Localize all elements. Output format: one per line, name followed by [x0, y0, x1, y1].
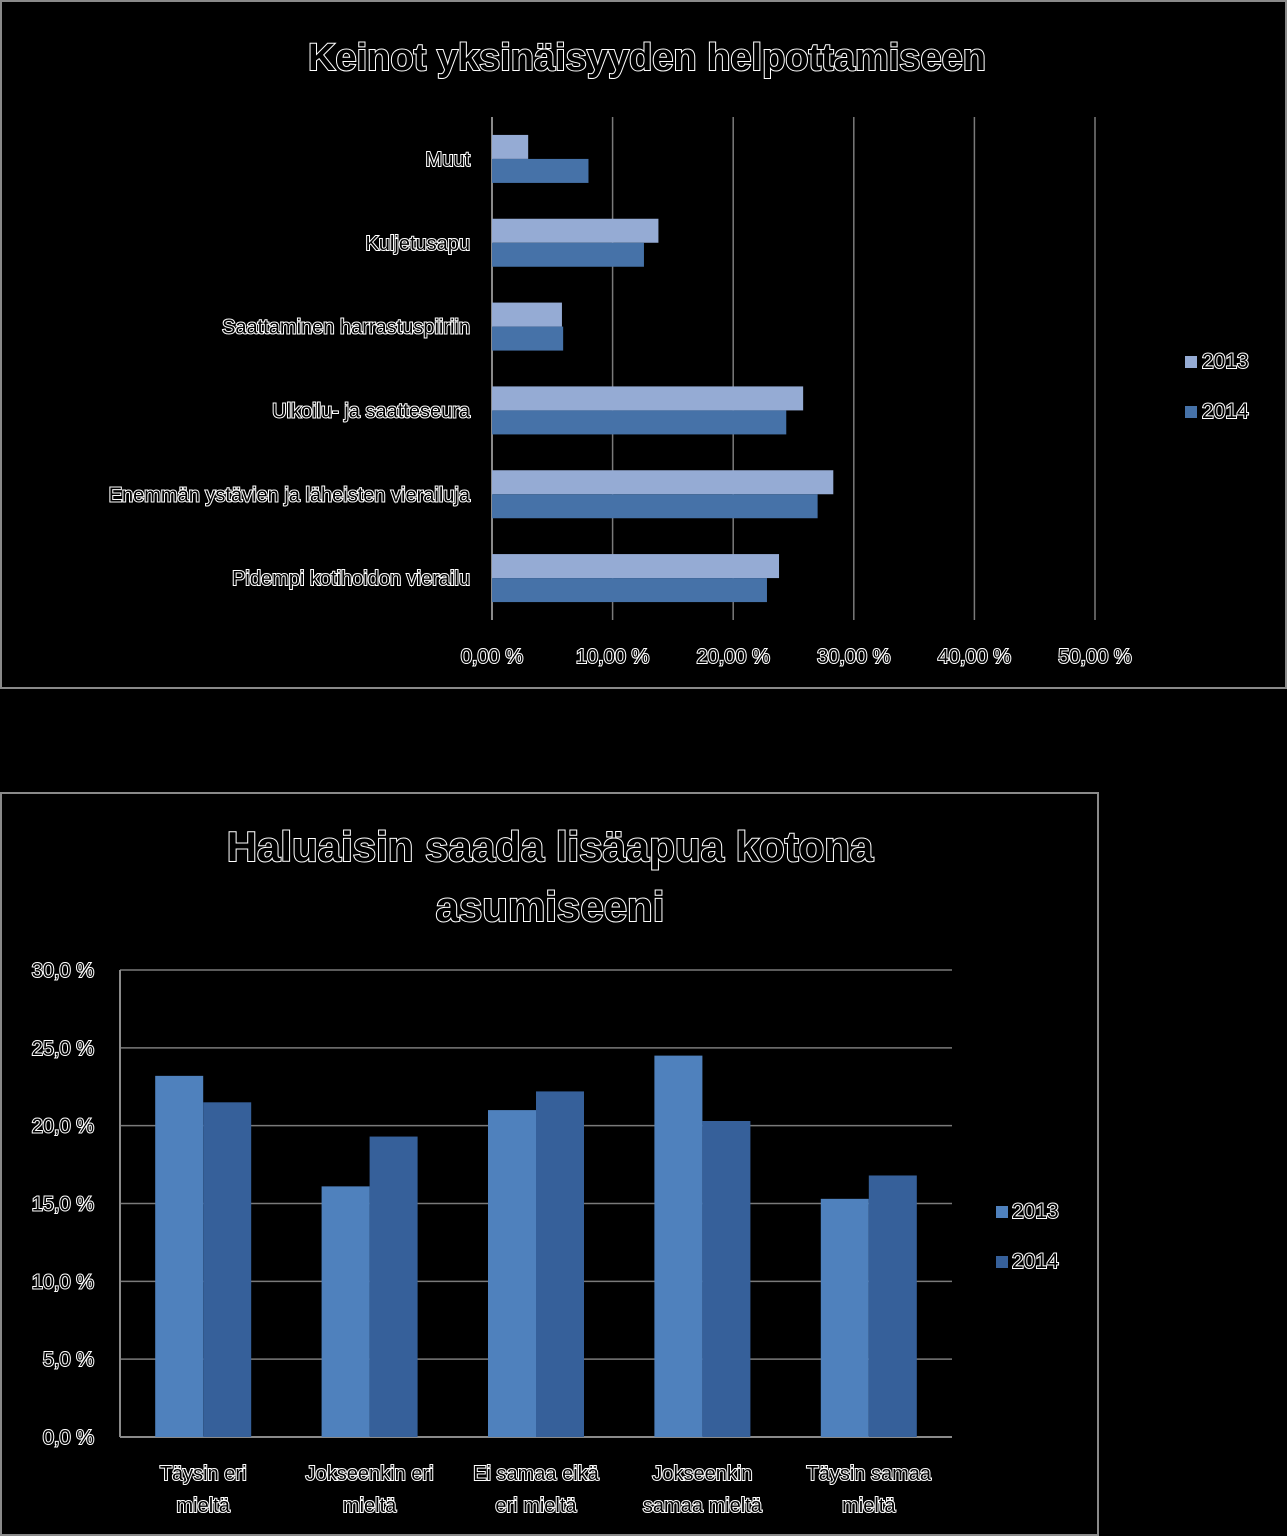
bar-2014	[369, 1136, 418, 1437]
category-label: mieltä	[177, 1495, 231, 1517]
y-tick-label: 10,0 %	[32, 1271, 94, 1293]
category-label: Jokseenkin eri	[306, 1463, 434, 1485]
chart-title-line: Haluaisin saada lisäapua kotona	[227, 823, 874, 870]
category-label: Täysin samaa	[807, 1463, 932, 1485]
bar-2014	[492, 494, 818, 519]
bar-2014	[203, 1102, 252, 1437]
category-label: Pidempi kotihoidon vierailu	[232, 568, 470, 590]
bar-2013	[492, 218, 659, 243]
bar-2013	[492, 386, 804, 411]
y-tick-label: 20,0 %	[32, 1116, 94, 1138]
bar-2014	[492, 158, 589, 183]
bar-2013	[492, 554, 780, 579]
category-label: Kuljetusapu	[365, 233, 470, 255]
category-label: Ei samaa eikä	[473, 1463, 599, 1485]
chart-title-line: asumiseeni	[436, 883, 665, 930]
category-label: mieltä	[343, 1495, 397, 1517]
legend-label-2013: 2013	[1012, 1200, 1059, 1223]
chart-panel-loneliness: Keinot yksinäisyyden helpottamiseen 0,00 …	[0, 0, 1287, 689]
x-tick-label: 40,00 %	[938, 646, 1012, 668]
y-tick-label: 0,0 %	[43, 1427, 94, 1449]
bar-chart-loneliness: Keinot yksinäisyyden helpottamiseen 0,00 …	[108, 36, 1250, 669]
chart-title: Keinot yksinäisyyden helpottamiseen	[308, 37, 986, 79]
bar-2013	[654, 1055, 703, 1437]
bar-2013	[820, 1198, 869, 1437]
x-tick-label: 50,00 %	[1058, 646, 1132, 668]
legend-label-2014: 2014	[1202, 400, 1249, 423]
legend-swatch-2014	[996, 1256, 1008, 1268]
category-label: Täysin eri	[160, 1463, 247, 1485]
legend-swatch-2014	[1185, 406, 1197, 418]
bar-2014	[536, 1091, 584, 1437]
category-label: mieltä	[842, 1495, 896, 1517]
category-label: Saattaminen harrastuspiiriin	[222, 317, 470, 339]
y-tick-label: 5,0 %	[43, 1349, 94, 1371]
bar-2013	[155, 1075, 204, 1437]
bar-2014	[492, 578, 767, 603]
bar-2013	[492, 470, 834, 495]
bar-2013	[492, 134, 529, 159]
legend-label-2014: 2014	[1012, 1250, 1059, 1273]
y-tick-label: 15,0 %	[32, 1194, 94, 1216]
category-label: Ulkoilu- ja saatteseura	[272, 400, 471, 422]
bar-2013	[321, 1186, 370, 1437]
chart-panel-home-help: Haluaisin saada lisäapua kotona asumiseen…	[0, 792, 1099, 1536]
category-label: Jokseenkin	[652, 1463, 752, 1485]
bar-chart-home-help: Haluaisin saada lisäapua kotona asumiseen…	[31, 822, 1060, 1518]
y-tick-label: 25,0 %	[32, 1038, 94, 1060]
bar-2014	[702, 1120, 751, 1437]
x-tick-label: 20,00 %	[697, 646, 771, 668]
category-label: samaa mieltä	[643, 1495, 763, 1517]
category-label: eri mieltä	[495, 1495, 577, 1517]
legend-swatch-2013	[996, 1206, 1008, 1218]
category-label: Enemmän ystävien ja läheisten vierailuja	[109, 484, 471, 506]
legend-swatch-2013	[1185, 356, 1197, 368]
x-tick-label: 30,00 %	[817, 646, 891, 668]
bar-2014	[492, 242, 644, 267]
x-tick-label: 10,00 %	[576, 646, 650, 668]
legend-label-2013: 2013	[1202, 350, 1249, 373]
category-label: Muut	[426, 149, 471, 171]
bar-2013	[492, 302, 562, 327]
bar-2014	[868, 1175, 917, 1437]
bar-2014	[492, 326, 564, 351]
x-tick-label: 0,00 %	[461, 646, 523, 668]
bar-2013	[488, 1110, 536, 1437]
y-tick-label: 30,0 %	[32, 960, 94, 982]
bar-2014	[492, 410, 787, 435]
